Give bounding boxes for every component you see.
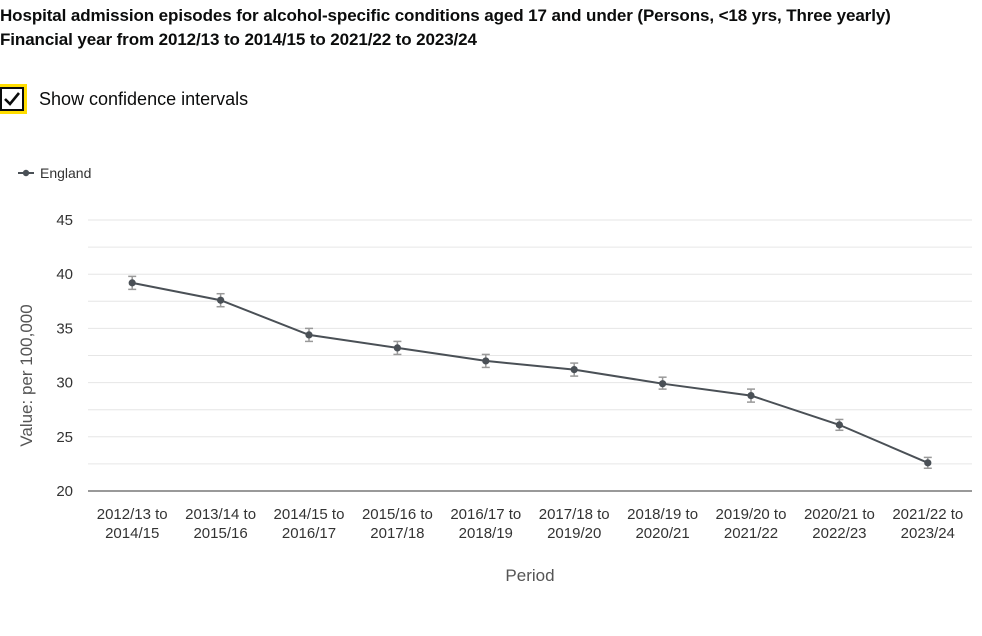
series-line-england [132,281,929,464]
y-axis-title: Value: per 100,000 [17,304,36,446]
x-tick-label: 2020/21 to 2022/23 [804,506,875,542]
data-point [128,279,136,287]
legend-item-england: England [40,165,92,181]
confidence-intervals-label: Show confidence intervals [39,88,249,109]
legend-line-marker-icon [18,169,34,177]
data-point [305,331,313,339]
checkmark-icon [4,92,21,106]
x-tick-label: 2013/14 to 2015/16 [185,506,256,542]
x-tick-label: 2019/20 to 2021/22 [716,506,787,542]
chart-title-line-2: Financial year from 2012/13 to 2014/15 t… [0,30,477,49]
y-tick-label: 35 [56,320,73,337]
data-point [393,344,401,352]
confidence-intervals-toggle[interactable]: Show confidence intervals [0,84,249,114]
x-tick-label: 2014/15 to 2016/17 [274,506,345,542]
data-point [217,296,225,304]
x-tick-label: 2021/22 to 2023/24 [892,506,963,542]
y-tick-label: 40 [56,266,73,283]
data-point [924,459,932,467]
x-tick-label: 2017/18 to 2019/20 [539,506,610,542]
chart-legend[interactable]: England [18,165,91,181]
data-point [482,357,490,365]
x-tick-label: 2018/19 to 2020/21 [627,506,698,542]
data-point [747,392,755,400]
y-tick-label: 20 [56,483,73,500]
y-tick-label: 25 [56,429,73,446]
y-tick-label: 30 [56,375,73,392]
line-chart: 20 25 30 35 40 45 2012/13 to 2014/15 2013/14 to 2… [17,212,972,585]
y-tick-label: 45 [56,212,73,229]
x-tick-label: 2012/13 to 2014/15 [97,506,168,542]
data-point [835,421,844,429]
data-point [570,365,578,374]
x-axis-title: Period [505,566,554,585]
chart-title-line-1: Hospital admission episodes for alcohol-… [0,6,891,25]
data-point [659,380,667,388]
x-tick-label: 2015/16 to 2017/18 [362,506,433,542]
confidence-intervals-checkbox[interactable] [0,84,27,114]
chart-title: Hospital admission episodes for alcohol-… [0,4,975,52]
x-tick-label: 2016/17 to 2018/19 [450,506,521,542]
